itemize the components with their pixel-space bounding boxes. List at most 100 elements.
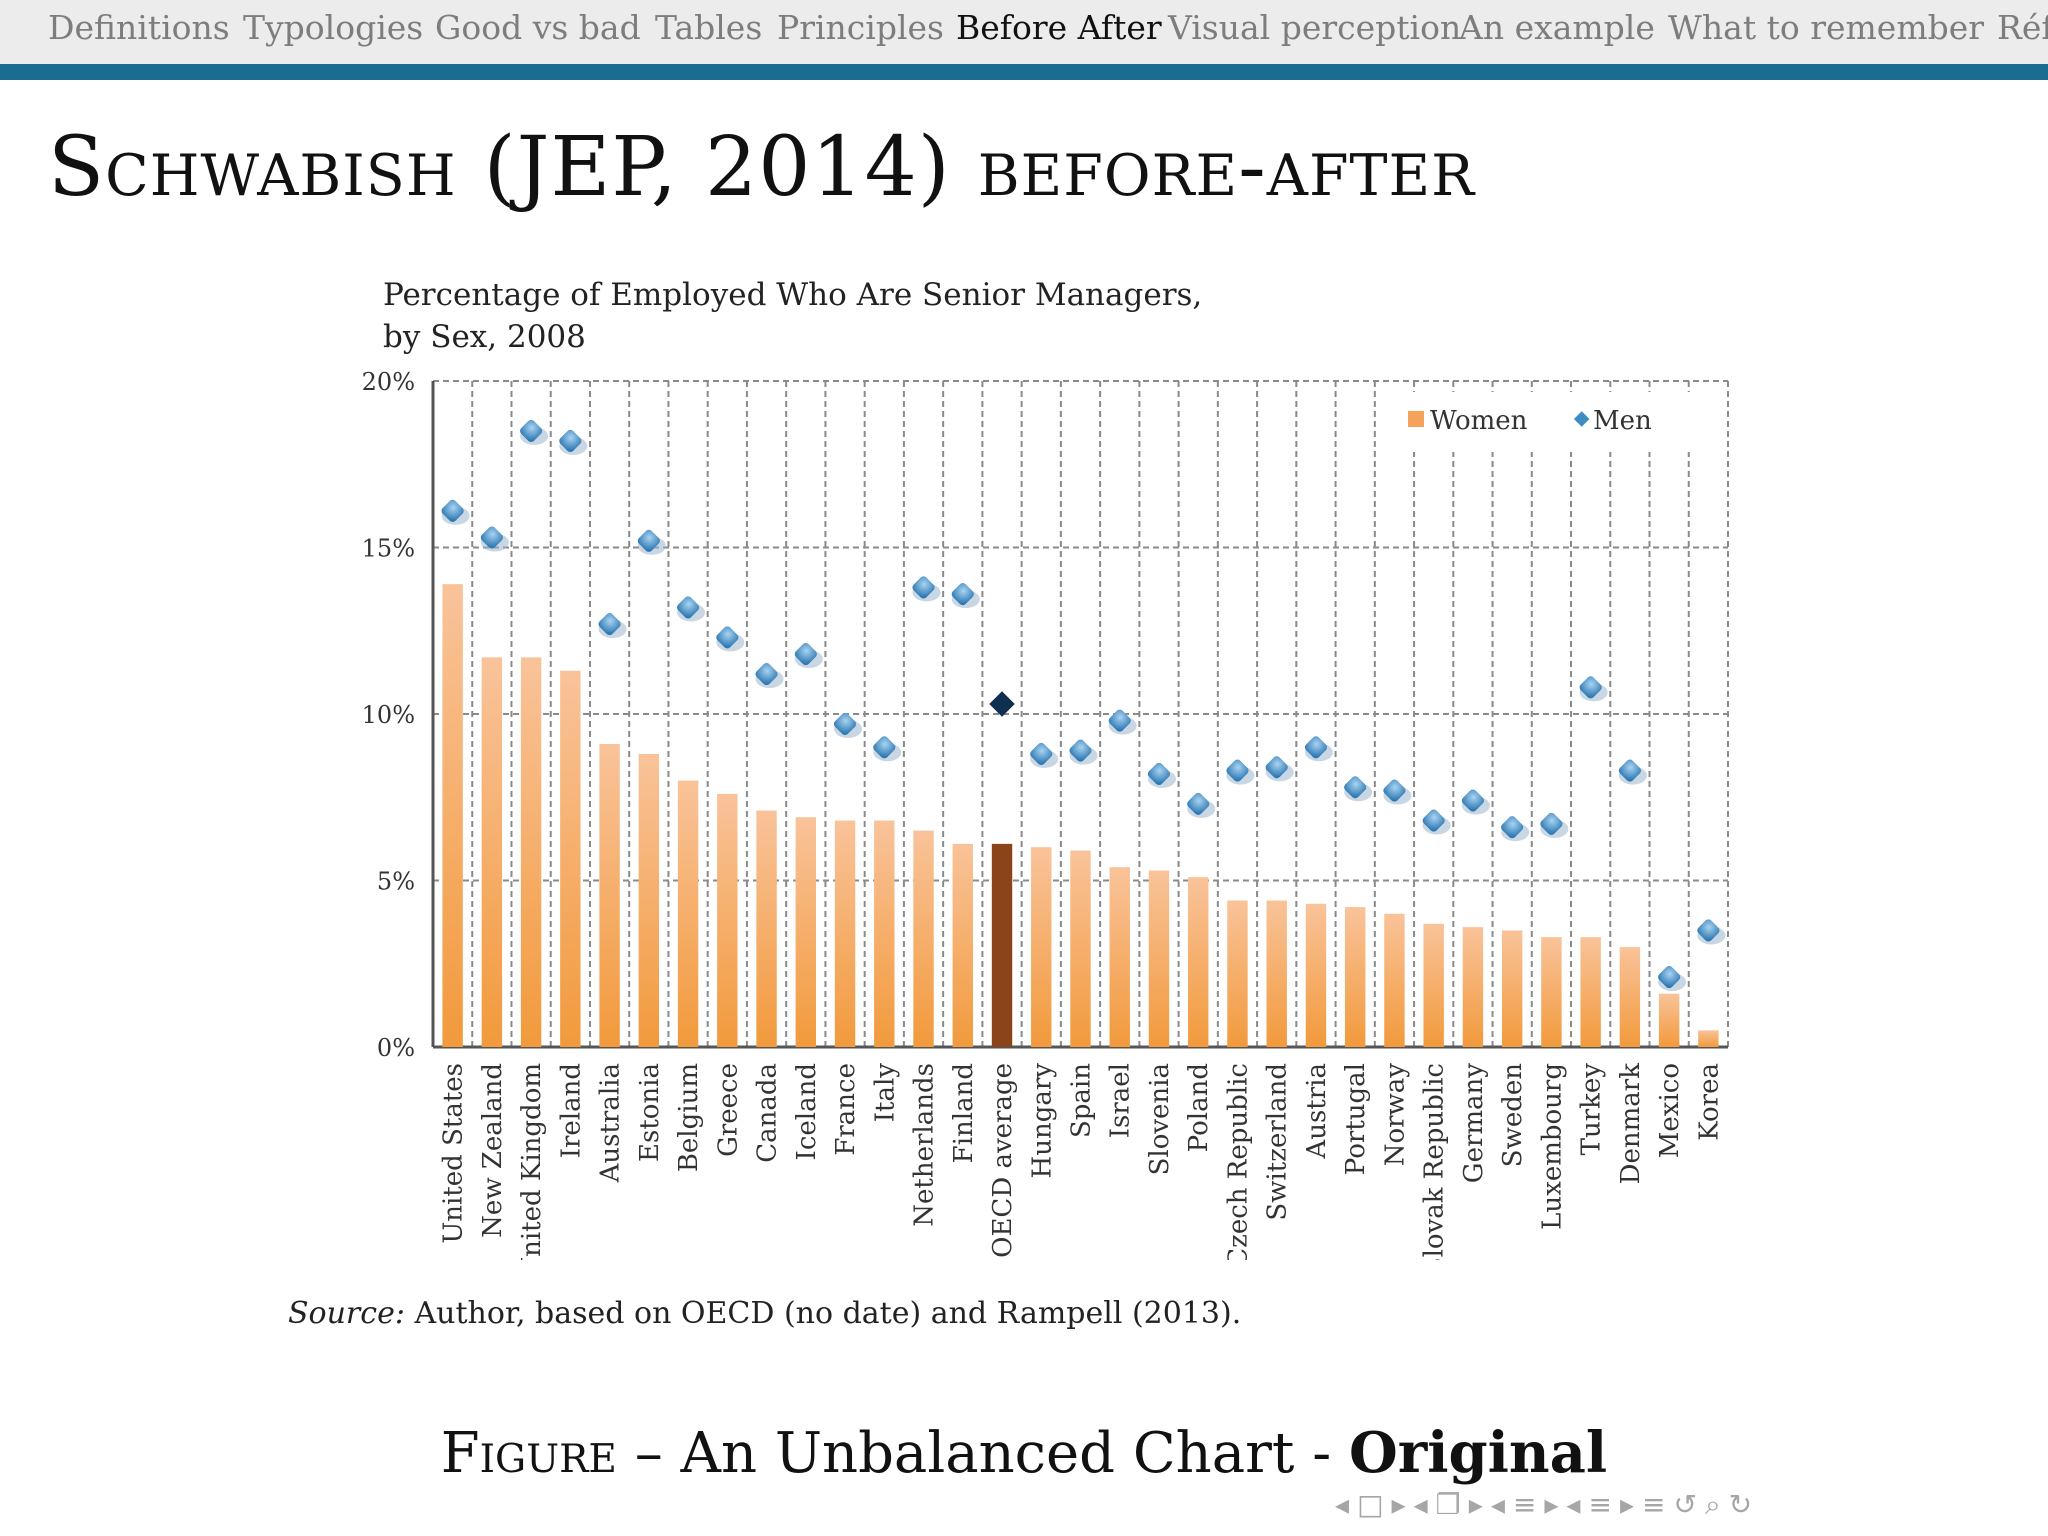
bar-women-denmark	[1619, 947, 1641, 1047]
x-tick-label-slovenia: Slovenia	[1145, 1063, 1175, 1175]
marker-men-israel	[1108, 709, 1131, 732]
bar-women-france	[834, 820, 856, 1047]
x-tick-label-switzerland: Switzerland	[1263, 1063, 1293, 1221]
bar-women-netherlands	[913, 830, 934, 1047]
next-subsection-icon[interactable]: ▸	[1468, 1488, 1485, 1521]
back-icon[interactable]: ↺	[1673, 1488, 1699, 1521]
bar-women-slovenia	[1148, 870, 1170, 1047]
marker-men-slovenia	[1147, 762, 1171, 786]
prev-slide-icon[interactable]: ◂	[1566, 1488, 1583, 1521]
bar-women-sweden	[1501, 930, 1523, 1047]
prev-subsection-icon[interactable]: ◂	[1413, 1488, 1430, 1521]
x-tick-label-czech-republic: Czech Republic	[1223, 1063, 1253, 1260]
chart-title-line2: by Sex, 2008	[383, 319, 586, 355]
bar-women-portugal	[1344, 907, 1366, 1047]
marker-men-turkey	[1579, 676, 1602, 699]
x-tick-label-oecd-average: OECD average	[988, 1063, 1018, 1258]
frame-icon[interactable]: □	[1357, 1488, 1386, 1521]
nav-item-visual-perception[interactable]: Visual perception	[1168, 8, 1462, 47]
nav-item-before-after[interactable]: Before After	[956, 8, 1162, 47]
nav-item-an-example[interactable]: An example	[1459, 8, 1655, 47]
bar-women-hungary	[1031, 847, 1052, 1047]
x-tick-label-finland: Finland	[949, 1063, 979, 1163]
nav-item-r-f[interactable]: Réf	[1997, 8, 2048, 47]
nav-item-typologies[interactable]: Typologies	[243, 8, 424, 47]
section-icon[interactable]: ≡	[1512, 1488, 1539, 1521]
menu-icon[interactable]: ≡	[1642, 1488, 1668, 1521]
beamer-navigation[interactable]: ◂ □ ▸ ◂ ❐ ▸ ◂ ≡ ▸ ◂ ≡ ▸ ≡ ↺ ⌕ ↻	[1335, 1488, 1760, 1522]
bar-women-united-states	[442, 584, 463, 1047]
marker-men-estonia	[637, 529, 660, 552]
bar-women-estonia	[638, 753, 660, 1047]
chart-title-line1: Percentage of Employed Who Are Senior Ma…	[383, 277, 1203, 313]
caption-dash: – An Unbalanced Chart -	[616, 1421, 1349, 1486]
marker-men-belgium	[677, 596, 700, 619]
bar-women-finland	[952, 843, 973, 1047]
y-tick-label: 15%	[362, 535, 415, 563]
marker-men-united-states	[441, 499, 464, 522]
x-tick-label-slovak-republic: Slovak Republic	[1420, 1063, 1450, 1260]
x-tick-label-ireland: Ireland	[556, 1063, 586, 1158]
next-frame-icon[interactable]: ▸	[1391, 1488, 1408, 1521]
legend-box	[1398, 392, 1720, 452]
x-tick-label-united-kingdom: United Kingdom	[517, 1063, 547, 1260]
bar-women-germany	[1462, 927, 1484, 1047]
marker-men-czech-republic	[1226, 759, 1249, 782]
marker-men-germany	[1461, 789, 1484, 812]
x-tick-label-new-zealand: New Zealand	[478, 1063, 508, 1238]
bar-women-oecd-average	[991, 843, 1013, 1047]
x-tick-label-united-states: United States	[439, 1063, 469, 1244]
chart-source: Source: Author, based on OECD (no date) …	[288, 1296, 1241, 1331]
x-tick-label-turkey: Turkey	[1577, 1063, 1607, 1156]
bar-women-turkey	[1580, 937, 1601, 1047]
nav-item-what-to-remember[interactable]: What to remember	[1668, 8, 1985, 47]
marker-men-poland	[1187, 792, 1210, 815]
prev-section-icon[interactable]: ◂	[1490, 1488, 1507, 1521]
bar-women-czech-republic	[1227, 900, 1248, 1047]
marker-men-netherlands	[912, 576, 935, 599]
senior-managers-chart: 0% 5% 10% 15% 20% United States New Zealand Uni…	[362, 368, 1729, 1260]
slide-icon[interactable]: ≡	[1588, 1488, 1614, 1521]
legend-label-women: Women	[1430, 406, 1528, 436]
next-section-icon[interactable]: ▸	[1544, 1488, 1561, 1521]
marker-men-mexico	[1658, 965, 1681, 989]
bar-women-israel	[1109, 867, 1130, 1047]
x-tick-label-netherlands: Netherlands	[910, 1063, 940, 1227]
marker-men-oecd-average	[989, 691, 1015, 717]
bar-women-canada	[756, 810, 777, 1047]
x-tick-label-luxembourg: Luxembourg	[1537, 1063, 1567, 1230]
marker-men-iceland	[794, 642, 817, 666]
bar-women-ireland	[560, 670, 581, 1047]
bar-women-luxembourg	[1541, 937, 1562, 1047]
source-text: Author, based on OECD (no date) and Ramp…	[404, 1296, 1242, 1331]
nav-item-good-vs-bad[interactable]: Good vs bad	[435, 8, 641, 47]
nav-item-definitions[interactable]: Definitions	[48, 8, 230, 47]
prev-frame-icon[interactable]: ◂	[1335, 1488, 1352, 1521]
marker-men-slovak-republic	[1422, 809, 1445, 832]
marker-men-portugal	[1344, 776, 1367, 799]
y-tick-label: 0%	[377, 1034, 415, 1062]
navbar-rule	[0, 64, 2048, 80]
marker-men-italy	[873, 736, 896, 759]
x-tick-label-norway: Norway	[1380, 1063, 1410, 1167]
marker-men-hungary	[1030, 742, 1053, 766]
marker-men-austria	[1304, 736, 1328, 759]
legend-label-men: Men	[1593, 406, 1652, 436]
marker-men-korea	[1697, 919, 1720, 942]
subsection-icon[interactable]: ❐	[1435, 1488, 1463, 1521]
next-slide-icon[interactable]: ▸	[1619, 1488, 1637, 1521]
x-tick-label-australia: Australia	[596, 1063, 626, 1183]
x-tick-label-france: France	[831, 1063, 861, 1156]
bar-women-australia	[599, 743, 620, 1047]
bar-women-norway	[1384, 913, 1405, 1047]
nav-item-tables[interactable]: Tables	[655, 8, 763, 47]
marker-men-denmark	[1618, 759, 1641, 782]
forward-icon[interactable]: ↻	[1728, 1488, 1755, 1521]
nav-item-principles[interactable]: Principles	[777, 8, 944, 47]
search-icon[interactable]: ⌕	[1704, 1488, 1723, 1521]
bar-women-united-kingdom	[520, 657, 542, 1047]
y-tick-label: 5%	[377, 868, 415, 896]
x-tick-label-germany: Germany	[1459, 1063, 1489, 1183]
marker-men-sweden	[1501, 816, 1524, 839]
bar-women-mexico	[1658, 993, 1680, 1047]
